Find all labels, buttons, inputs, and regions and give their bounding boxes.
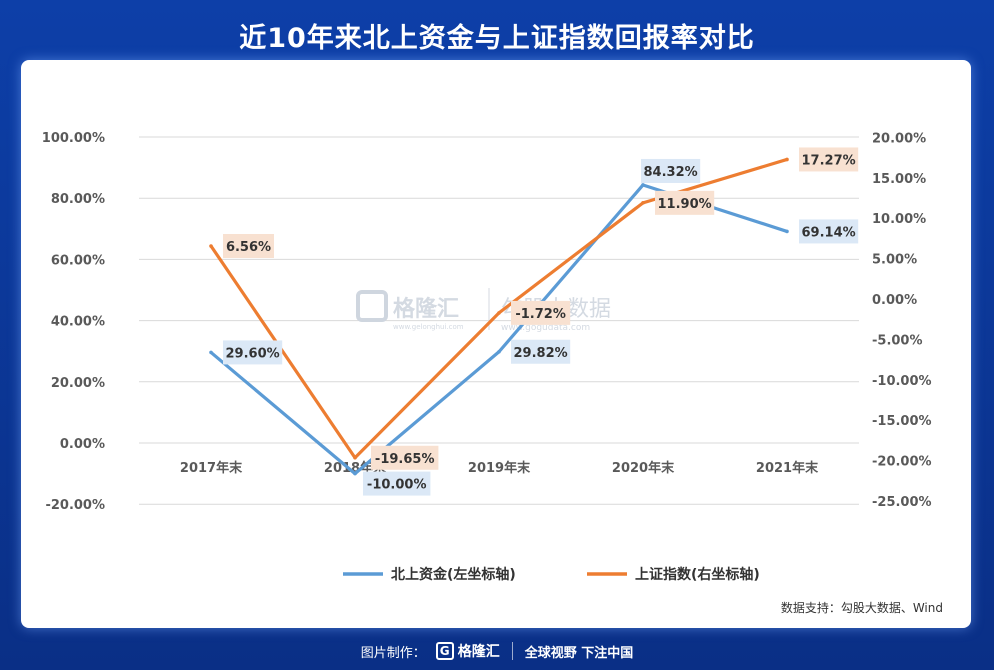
watermark-site: www.gelonghui.com	[393, 323, 464, 331]
data-label: 17.27%	[802, 153, 856, 168]
page-title: 近10年来北上资金与上证指数回报率对比	[239, 23, 755, 54]
data-label-box	[641, 158, 701, 183]
data-label: 29.82%	[514, 346, 568, 361]
series-line-1	[209, 183, 788, 476]
y-right-tick-label: -5.00%	[872, 333, 923, 348]
series-point-2	[209, 244, 213, 248]
x-tick-label: 2017年末	[180, 460, 243, 476]
y-right-tick-label: 5.00%	[872, 253, 917, 268]
y-right-tick-label: 15.00%	[872, 172, 926, 187]
data-label: -1.72%	[515, 307, 566, 322]
y-left-tick-label: 100.00%	[42, 131, 105, 146]
series-point-1	[353, 471, 357, 476]
series-point-1	[641, 183, 645, 187]
data-label: 11.90%	[658, 197, 712, 212]
series-point-2	[641, 201, 645, 205]
legend-label: 北上资金(左坐标轴)	[391, 566, 516, 583]
legend-label: 上证指数(右坐标轴)	[635, 566, 760, 583]
x-tick-label: 2020年末	[612, 460, 675, 476]
data-label-box	[511, 339, 571, 364]
watermark-logo-icon	[356, 290, 388, 322]
series-point-2	[497, 311, 501, 315]
y-right-tick-label: 10.00%	[872, 212, 926, 227]
y-right-tick-label: -10.00%	[872, 374, 932, 389]
series-point-2	[353, 455, 357, 460]
data-label-box	[799, 219, 859, 244]
x-tick-label: 2021年末	[756, 460, 819, 476]
data-label: 69.14%	[802, 225, 856, 240]
data-label: 29.60%	[226, 346, 280, 361]
footer-made-by: 图片制作：	[360, 645, 426, 661]
series-point-2	[785, 157, 789, 162]
y-left-tick-label: 40.00%	[51, 315, 105, 330]
data-label-box	[371, 445, 439, 470]
series-point-1	[209, 350, 213, 355]
y-left-tick-label: 60.00%	[51, 253, 105, 268]
chart-svg: 格隆汇 www.gelonghui.com 勾股大数据 www.gogudata…	[42, 131, 943, 615]
footer-slogan: 全球视野 下注中国	[524, 645, 634, 661]
gelonghui-logo-icon: G	[435, 642, 454, 660]
data-label-box	[511, 300, 571, 325]
series-point-1	[497, 349, 501, 354]
x-tick-label: 2019年末	[468, 460, 531, 476]
y-right-tick-label: 0.00%	[872, 293, 917, 308]
y-right-tick-label: 20.00%	[872, 131, 926, 146]
data-label: -10.00%	[367, 478, 427, 493]
data-label-box	[655, 190, 715, 215]
y-right-tick-label: -15.00%	[872, 414, 932, 429]
data-label: -19.65%	[375, 452, 435, 467]
y-left-tick-label: 80.00%	[51, 192, 105, 207]
watermark-brand: 格隆汇	[393, 296, 459, 322]
footer: 图片制作： G 格隆汇 全球视野 下注中国	[0, 638, 994, 664]
data-label-box	[223, 233, 274, 258]
data-label: 84.32%	[644, 165, 698, 180]
y-right-tick-label: -20.00%	[872, 455, 932, 470]
y-right-tick-label: -25.00%	[872, 495, 932, 510]
chart-card: 格隆汇 www.gelonghui.com 勾股大数据 www.gogudata…	[21, 60, 971, 628]
series-point-1	[785, 229, 789, 234]
data-label-box	[223, 340, 283, 365]
data-label: 6.56%	[226, 240, 271, 255]
data-label-box	[363, 471, 431, 496]
y-left-tick-label: 0.00%	[60, 437, 105, 452]
legend: 北上资金(左坐标轴) 上证指数(右坐标轴)	[343, 566, 760, 583]
data-label-box	[799, 147, 859, 172]
footer-brand: 格隆汇	[457, 644, 500, 660]
footer-divider	[511, 642, 513, 660]
y-left-tick-label: -20.00%	[45, 498, 105, 513]
y-left-tick-label: 20.00%	[51, 376, 105, 391]
watermark-site2: www.gogudata.com	[501, 323, 590, 333]
source-note: 数据支持：勾股大数据、Wind	[781, 600, 943, 615]
